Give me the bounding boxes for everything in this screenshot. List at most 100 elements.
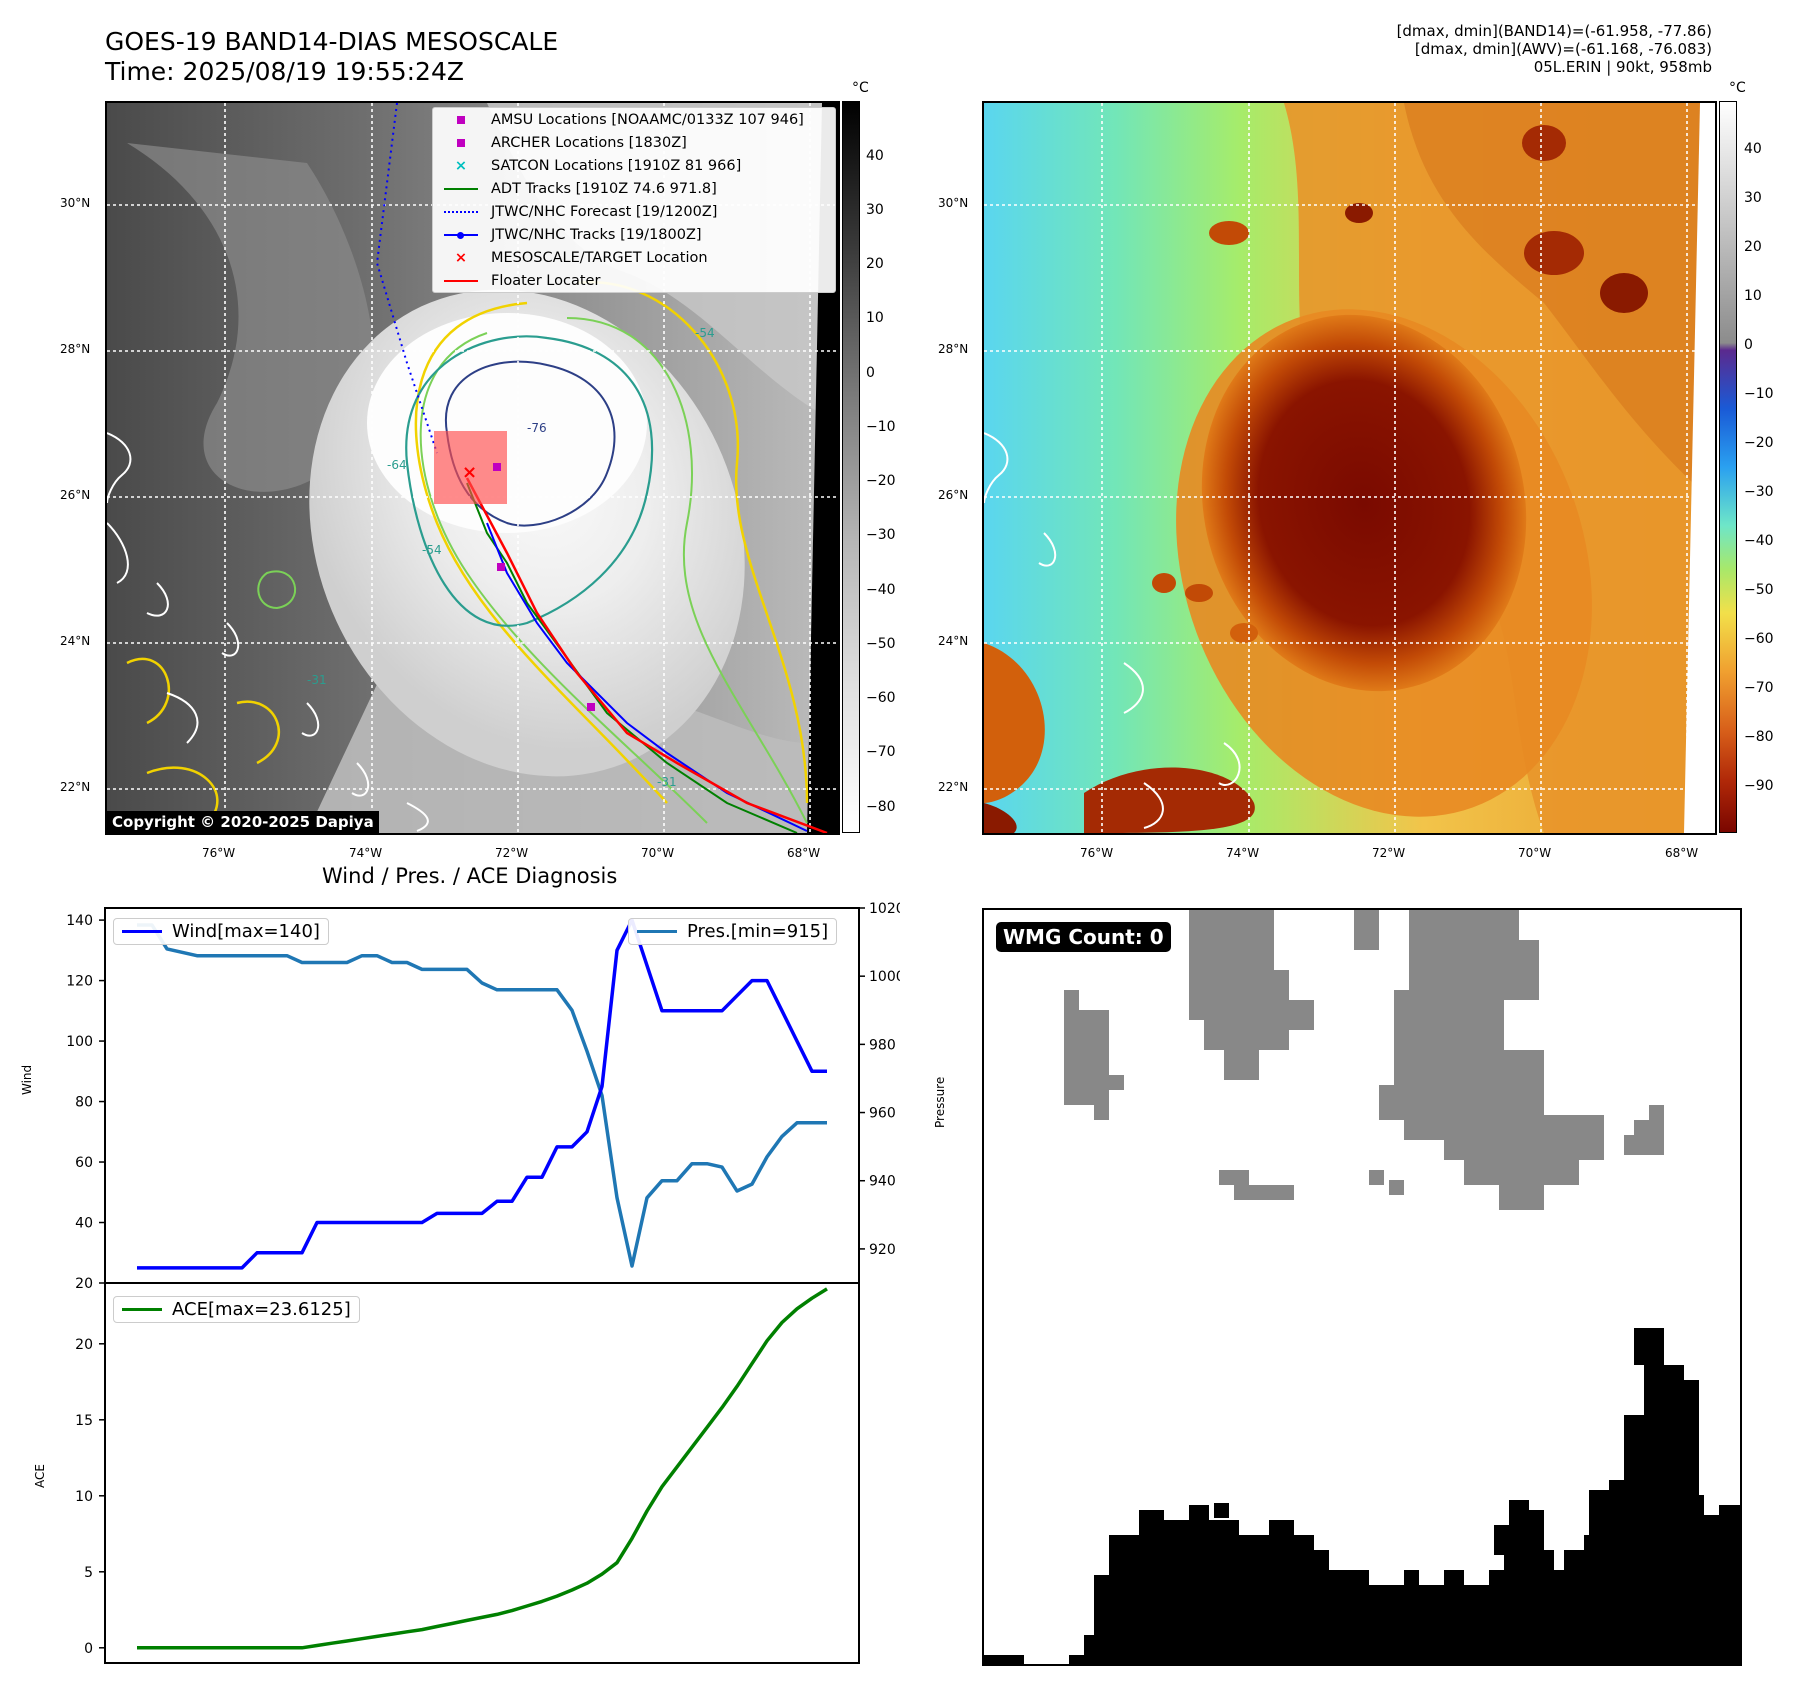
colorbar-tick: −90 [1744, 778, 1774, 794]
title-line-1: GOES-19 BAND14-DIAS MESOSCALE [105, 27, 559, 56]
wind-tick-label: 60 [75, 1155, 93, 1171]
colorbar-tick: 20 [1744, 239, 1762, 255]
line-marker-icon [441, 271, 481, 291]
wind-plot-frame [104, 907, 860, 1284]
ace-series-line [137, 1287, 828, 1650]
lat-label: 22°N [938, 780, 969, 794]
ir-map-panel: × AMSU Locations [NOAAMC/0133Z 107 946] … [105, 101, 840, 835]
pressure-tick-label: 960 [869, 1106, 896, 1122]
info-line-1: [dmax, dmin](BAND14)=(-61.958, -77.86) [1396, 22, 1712, 40]
colorbar-tick: −20 [866, 473, 896, 489]
pressure-series-line [137, 923, 827, 1268]
colorbar-tick: −10 [866, 419, 896, 435]
contour-label: -64 [387, 458, 407, 472]
diagnosis-title: Wind / Pres. / ACE Diagnosis [322, 864, 618, 888]
colorbar-tick: 0 [1744, 337, 1753, 353]
pressure-tick-label: 940 [869, 1174, 896, 1190]
x-marker-icon: × [454, 249, 468, 266]
lon-label: 70°W [1518, 846, 1552, 860]
ace-legend: ACE[max=23.6125] [113, 1296, 360, 1323]
wind-tick-label: 140 [66, 913, 93, 929]
pressure-legend-line-icon [637, 930, 677, 933]
colorbar-tick: −40 [1744, 533, 1774, 549]
legend-item-archer: ARCHER Locations [1830Z] [433, 131, 835, 154]
lon-label: 72°W [495, 846, 529, 860]
contour-label: -76 [527, 421, 547, 435]
colorbar-tick: −10 [1744, 386, 1774, 402]
pressure-tick-label: 920 [869, 1242, 896, 1258]
contour-label: -54 [422, 543, 442, 557]
ace-tick-label: 10 [75, 1489, 93, 1505]
legend-item-adt: ADT Tracks [1910Z 74.6 971.8] [433, 177, 835, 200]
color-map-gridlines [984, 103, 1715, 833]
ace-tick-label: 20 [75, 1337, 93, 1353]
storm-info: [dmax, dmin](BAND14)=(-61.958, -77.86) [… [1112, 22, 1712, 76]
contour-label: -31 [657, 775, 677, 789]
square-marker-icon [441, 133, 481, 153]
x-marker-icon: × [454, 157, 468, 174]
lon-label: 74°W [349, 846, 383, 860]
info-line-3: 05L.ERIN | 90kt, 958mb [1533, 58, 1712, 76]
lat-label: 26°N [938, 488, 969, 502]
square-marker-icon [441, 110, 481, 130]
wind-series-line [137, 918, 827, 1270]
colorbar-tick: 10 [866, 310, 884, 326]
legend-item-floater: Floater Locater [433, 269, 835, 292]
map-legend: AMSU Locations [NOAAMC/0133Z 107 946] AR… [432, 107, 836, 293]
lat-label: 30°N [938, 196, 969, 210]
lat-label: 24°N [938, 634, 969, 648]
target-marker: × [462, 462, 477, 483]
colorbar-tick: −50 [866, 636, 896, 652]
lon-label: 68°W [1665, 846, 1699, 860]
pressure-axis-label: Pressure [933, 1076, 947, 1128]
figure-title: GOES-19 BAND14-DIAS MESOSCALE Time: 2025… [105, 27, 558, 87]
colorbar-tick: 10 [1744, 288, 1762, 304]
ace-tick-label: 15 [75, 1413, 93, 1429]
legend-item-amsu: AMSU Locations [NOAAMC/0133Z 107 946] [433, 108, 835, 131]
ace-tick-label: 5 [84, 1565, 93, 1581]
pressure-tick-label: 1020 [869, 901, 900, 917]
ir-map-gridlines [107, 103, 838, 833]
legend-item-forecast: JTWC/NHC Forecast [19/1200Z] [433, 200, 835, 223]
diagnosis-chart: 1401201008060402010201000980960940920201… [66, 901, 900, 1664]
line-marker-icon [441, 179, 481, 199]
wind-tick-label: 40 [75, 1216, 93, 1232]
wind-tick-label: 20 [75, 1276, 93, 1292]
colorbar-tick: −30 [1744, 484, 1774, 500]
color-colorbar [1719, 101, 1737, 833]
colorbar-tick: 20 [866, 256, 884, 272]
wind-legend-line-icon [122, 930, 162, 933]
colorbar-unit: °C [852, 80, 869, 96]
wind-tick-label: 120 [66, 974, 93, 990]
colorbar-tick: −30 [866, 527, 896, 543]
colorbar-tick: 30 [866, 202, 884, 218]
wmg-panel: WMG Count: 0 [982, 908, 1742, 1666]
ace-tick-label: 0 [84, 1641, 93, 1657]
dotted-line-icon [441, 202, 481, 222]
pressure-tick-label: 1000 [869, 969, 900, 985]
colorbar-tick: −20 [1744, 435, 1774, 451]
colorbar-unit: °C [1729, 80, 1746, 96]
contour-label: -31 [307, 673, 327, 687]
legend-item-satcon: × SATCON Locations [1910Z 81 966] [433, 154, 835, 177]
lat-label: 28°N [60, 342, 91, 356]
lon-label: 74°W [1226, 846, 1260, 860]
color-map-image [984, 103, 1715, 833]
pressure-tick-label: 980 [869, 1037, 896, 1053]
lon-label: 72°W [1372, 846, 1406, 860]
lon-label: 68°W [787, 846, 821, 860]
copyright-label: Copyright © 2020-2025 Dapiya [107, 811, 379, 833]
legend-item-mesoscale: × MESOSCALE/TARGET Location [433, 246, 835, 269]
ace-plot-frame [104, 1282, 860, 1664]
title-line-2: Time: 2025/08/19 19:55:24Z [105, 57, 464, 86]
lat-label: 26°N [60, 488, 91, 502]
legend-item-tracks: JTWC/NHC Tracks [19/1800Z] [433, 223, 835, 246]
lon-label: 76°W [1080, 846, 1114, 860]
lat-label: 22°N [60, 780, 91, 794]
wmg-count-badge: WMG Count: 0 [996, 922, 1171, 952]
colorbar-tick: 0 [866, 365, 875, 381]
ace-axis-label: ACE [33, 1464, 47, 1488]
lon-label: 76°W [202, 846, 236, 860]
wind-axis-label: Wind [20, 1064, 34, 1095]
lat-label: 24°N [60, 634, 91, 648]
